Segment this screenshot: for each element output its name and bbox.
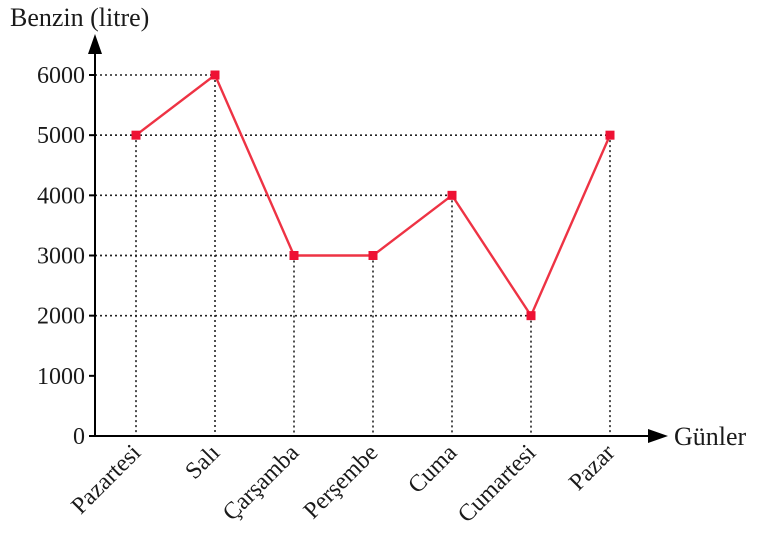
- data-series: [131, 70, 615, 321]
- y-tick-label: 3000: [37, 244, 85, 270]
- x-tick-label: Pazar: [564, 440, 620, 496]
- data-point: [289, 251, 299, 260]
- data-point: [605, 130, 615, 140]
- x-axis-title: Günler: [674, 422, 747, 451]
- x-axis-arrow: [648, 429, 668, 443]
- data-point: [447, 190, 457, 200]
- x-tick-label: Pazartesi: [67, 440, 147, 520]
- x-tick-label: Perşembe: [299, 440, 383, 524]
- y-tick-labels: 0 1000 2000 3000 4000 5000 6000: [37, 63, 95, 450]
- y-tick-label: 1000: [37, 364, 85, 390]
- y-axis-arrow: [88, 34, 102, 54]
- y-tick-label: 0: [73, 424, 85, 450]
- y-tick-label: 2000: [37, 304, 85, 330]
- y-tick-label: 4000: [37, 183, 85, 209]
- data-point: [131, 130, 141, 140]
- data-point: [368, 251, 378, 260]
- y-tick-label: 5000: [37, 123, 85, 149]
- x-tick-label: Cumartesi: [453, 440, 541, 528]
- series-line: [135, 73, 612, 319]
- data-point: [210, 70, 220, 80]
- axes: [88, 34, 668, 443]
- y-axis-title: Benzin (litre): [10, 3, 149, 32]
- x-tick-label: Salı: [180, 440, 225, 485]
- y-tick-label: 6000: [37, 63, 85, 89]
- data-point: [526, 311, 536, 321]
- x-tick-label: Cuma: [403, 440, 462, 499]
- x-tick-label: Çarşamba: [218, 440, 304, 526]
